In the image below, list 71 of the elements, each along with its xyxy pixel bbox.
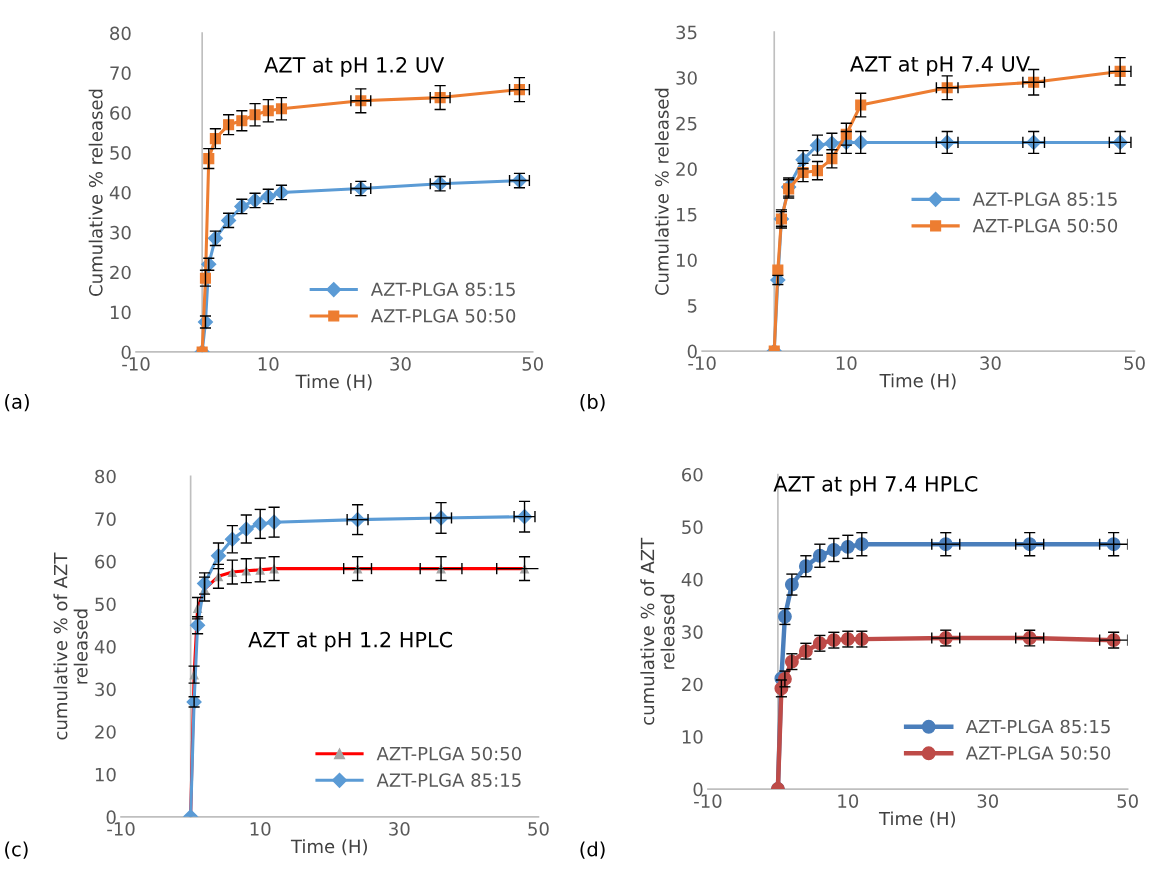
legend-label: AZT-PLGA 85:15 bbox=[972, 192, 1117, 206]
y-tick-label: 0 bbox=[106, 810, 116, 824]
y-tick-label: 50 bbox=[95, 597, 116, 612]
x-tick-label: -10 bbox=[107, 822, 135, 836]
y-tick-label: 30 bbox=[682, 625, 703, 639]
x-axis-title: Time (H) bbox=[879, 373, 956, 390]
y-tick-label: 80 bbox=[110, 26, 131, 41]
chart-title: AZT at pH 7.4 HPLC bbox=[773, 475, 978, 496]
y-tick-label: 40 bbox=[94, 640, 116, 654]
y-tick-label: 25 bbox=[676, 116, 697, 131]
legend-label: AZT-PLGA 50:50 bbox=[965, 746, 1111, 760]
legend-label: AZT-PLGA 50:50 bbox=[370, 308, 516, 323]
y-tick-label: 10 bbox=[677, 253, 697, 268]
text: (d) bbox=[580, 841, 605, 859]
y-tick-label: 40 bbox=[109, 185, 131, 200]
y-axis-title: Cumulative % released bbox=[88, 89, 103, 296]
y-tick-label: 40 bbox=[681, 572, 703, 587]
x-tick-label: -10 bbox=[122, 357, 150, 371]
y-tick-label: 20 bbox=[682, 677, 703, 692]
text: AZT at pH 7.4 UV bbox=[850, 56, 1030, 76]
x-tick-label: 10 bbox=[838, 794, 859, 808]
text: (a) bbox=[5, 393, 29, 412]
legend-label: AZT-PLGA 50:50 bbox=[972, 218, 1118, 233]
x-tick-label: 30 bbox=[980, 356, 1001, 370]
x-tick-label: 10 bbox=[258, 357, 279, 371]
y-axis-title: cumulative % of AZT released bbox=[640, 537, 675, 725]
y-tick-label: 50 bbox=[682, 520, 703, 535]
y-tick-label: 20 bbox=[110, 265, 131, 280]
y-tick-label: 5 bbox=[687, 299, 697, 313]
y-tick-label: 30 bbox=[95, 682, 116, 697]
y-axis-title: cumulative % of AZT released bbox=[53, 552, 88, 740]
x-axis-title: Time (H) bbox=[290, 839, 367, 856]
y-tick-label: 10 bbox=[95, 767, 116, 782]
y-tick-label: 20 bbox=[95, 725, 116, 739]
y-tick-label: 70 bbox=[95, 512, 116, 526]
y-tick-label: 20 bbox=[676, 162, 697, 176]
x-tick-label: 50 bbox=[1124, 356, 1145, 370]
y-tick-label: 0 bbox=[693, 782, 703, 797]
x-tick-label: 10 bbox=[250, 822, 271, 836]
x-tick-label: 10 bbox=[836, 356, 857, 370]
y-tick-label: 35 bbox=[676, 25, 697, 40]
x-tick-label: 30 bbox=[977, 794, 999, 808]
y-tick-label: 10 bbox=[682, 730, 703, 744]
y-tick-label: 60 bbox=[682, 467, 703, 482]
x-axis-title: Time (H) bbox=[878, 811, 956, 828]
y-tick-label: 30 bbox=[676, 71, 697, 85]
legend-label: AZT-PLGA 85:15 bbox=[376, 773, 521, 787]
x-tick-label: 50 bbox=[1117, 794, 1138, 808]
y-tick-label: 60 bbox=[110, 106, 131, 120]
text: (b) bbox=[580, 393, 605, 412]
x-tick-label: 50 bbox=[522, 357, 543, 371]
text: (c) bbox=[5, 841, 28, 859]
x-tick-label: 50 bbox=[528, 822, 549, 836]
text: AZT at pH 1.2 HPLC bbox=[248, 631, 453, 652]
y-tick-label: 0 bbox=[121, 345, 131, 360]
y-axis-title: Cumulative % released bbox=[654, 88, 669, 296]
y-tick-label: 15 bbox=[677, 208, 697, 222]
text: AZT at pH 1.2 UV bbox=[264, 56, 445, 77]
y-tick-label: 70 bbox=[110, 66, 131, 80]
x-tick-label: -10 bbox=[694, 794, 722, 808]
x-tick-label: 30 bbox=[389, 822, 410, 836]
x-tick-label: 30 bbox=[390, 357, 411, 371]
y-tick-label: 80 bbox=[95, 469, 116, 484]
legend-label: AZT-PLGA 50:50 bbox=[376, 746, 522, 761]
y-tick-label: 50 bbox=[110, 146, 131, 160]
legend-label: AZT-PLGA 85:15 bbox=[370, 282, 515, 297]
y-tick-label: 10 bbox=[110, 305, 131, 320]
y-tick-label: 30 bbox=[110, 225, 131, 240]
legend-label: AZT-PLGA 85:15 bbox=[965, 719, 1110, 734]
y-tick-label: 60 bbox=[95, 554, 116, 569]
x-axis-title: Time (H) bbox=[295, 374, 372, 391]
